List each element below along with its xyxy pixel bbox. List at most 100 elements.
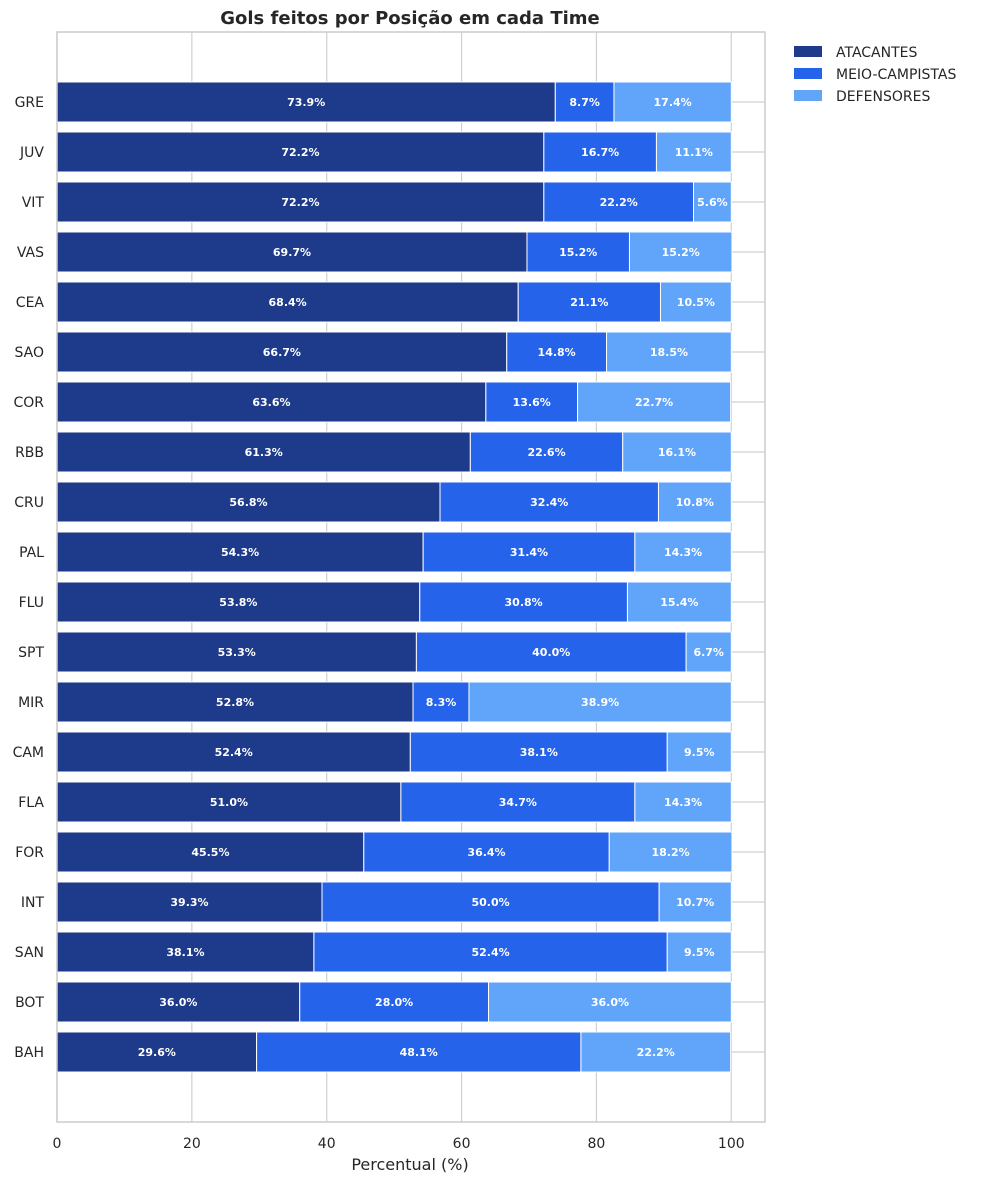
bar-data-label: 45.5%	[191, 846, 229, 859]
bar-data-label: 61.3%	[245, 446, 283, 459]
y-tick-label: VIT	[22, 195, 45, 211]
bar-san-meio-campistas	[313, 931, 668, 973]
bar-data-label: 38.1%	[166, 946, 204, 959]
bar-data-label: 68.4%	[269, 296, 307, 309]
bar-data-label: 38.9%	[581, 696, 619, 709]
bar-vit-meio-campistas	[543, 181, 695, 223]
y-tick-label: GRE	[15, 95, 44, 111]
bar-data-label: 54.3%	[221, 546, 259, 559]
bar-flu-atacantes	[56, 581, 421, 623]
bar-gre-atacantes	[56, 81, 556, 123]
bar-sao-meio-campistas	[506, 331, 608, 373]
bar-data-label: 17.4%	[654, 96, 692, 109]
bar-data-label: 8.3%	[426, 696, 457, 709]
bar-data-label: 51.0%	[210, 796, 248, 809]
bar-data-label: 53.8%	[219, 596, 257, 609]
bar-data-label: 15.2%	[662, 246, 700, 259]
bar-gre-defensores	[613, 81, 732, 123]
x-tick-label: 80	[588, 1136, 606, 1152]
bar-cam-defensores	[666, 731, 732, 773]
y-tick-label: COR	[13, 395, 44, 411]
bar-spt-meio-campistas	[415, 631, 687, 673]
bar-san-defensores	[666, 931, 732, 973]
legend: ATACANTES MEIO-CAMPISTAS DEFENSORES	[794, 45, 956, 105]
bar-data-label: 28.0%	[375, 996, 413, 1009]
bar-data-label: 15.4%	[660, 596, 698, 609]
bar-data-label: 36.0%	[591, 996, 629, 1009]
bar-data-label: 5.6%	[697, 196, 728, 209]
bar-data-label: 29.6%	[138, 1046, 176, 1059]
bar-data-label: 10.5%	[677, 296, 715, 309]
bar-pal-meio-campistas	[422, 531, 636, 573]
bar-pal-defensores	[634, 531, 732, 573]
bar-vit-defensores	[693, 181, 732, 223]
y-tick-label: FOR	[15, 845, 44, 861]
legend-label: DEFENSORES	[836, 89, 930, 105]
bar-data-label: 72.2%	[281, 196, 319, 209]
bar-data-label: 14.8%	[538, 346, 576, 359]
bar-for-meio-campistas	[363, 831, 610, 873]
bar-data-label: 18.2%	[652, 846, 690, 859]
y-tick-label: CEA	[16, 295, 45, 311]
x-tick-label: 100	[718, 1136, 745, 1152]
x-tick-label: 0	[53, 1136, 62, 1152]
bar-bot-atacantes	[56, 981, 301, 1023]
bar-data-label: 40.0%	[532, 646, 570, 659]
legend-swatch-defensores	[794, 90, 822, 101]
bar-cru-defensores	[657, 481, 732, 523]
bar-cor-meio-campistas	[485, 381, 579, 423]
bar-for-defensores	[608, 831, 733, 873]
bar-data-label: 36.0%	[159, 996, 197, 1009]
bar-data-label: 52.4%	[471, 946, 509, 959]
y-tick-label: RBB	[15, 445, 44, 461]
bar-data-label: 11.1%	[675, 146, 713, 159]
bar-data-label: 52.4%	[215, 746, 253, 759]
y-tick-label: FLU	[19, 595, 44, 611]
bar-cor-atacantes	[56, 381, 487, 423]
bar-flu-defensores	[626, 581, 732, 623]
bar-data-label: 38.1%	[520, 746, 558, 759]
bar-juv-meio-campistas	[543, 131, 657, 173]
bar-cor-defensores	[577, 381, 732, 423]
bar-data-label: 22.6%	[527, 446, 565, 459]
bar-data-label: 22.7%	[635, 396, 673, 409]
bar-rbb-defensores	[622, 431, 732, 473]
bar-int-atacantes	[56, 881, 323, 923]
bar-juv-atacantes	[56, 131, 545, 173]
y-tick-label: JUV	[19, 145, 44, 161]
bar-data-label: 32.4%	[530, 496, 568, 509]
bar-data-label: 8.7%	[569, 96, 600, 109]
bar-data-label: 9.5%	[684, 746, 715, 759]
bar-data-label: 21.1%	[570, 296, 608, 309]
bar-vas-meio-campistas	[526, 231, 630, 273]
bar-data-label: 10.7%	[676, 896, 714, 909]
y-tick-label: VAS	[17, 245, 44, 261]
bar-data-label: 6.7%	[693, 646, 724, 659]
legend-swatch-meio-campistas	[794, 68, 822, 79]
bar-data-label: 39.3%	[170, 896, 208, 909]
bar-data-label: 50.0%	[471, 896, 509, 909]
bar-data-label: 31.4%	[510, 546, 548, 559]
bar-data-label: 69.7%	[273, 246, 311, 259]
bar-sao-defensores	[606, 331, 732, 373]
bar-cam-atacantes	[56, 731, 411, 773]
x-tick-label: 60	[453, 1136, 471, 1152]
bar-mir-meio-campistas	[412, 681, 470, 723]
bar-mir-atacantes	[56, 681, 414, 723]
bar-int-meio-campistas	[321, 881, 660, 923]
y-tick-label: SAO	[15, 345, 45, 361]
bar-data-label: 13.6%	[513, 396, 551, 409]
bar-data-label: 34.7%	[499, 796, 537, 809]
bar-bah-defensores	[580, 1031, 732, 1073]
bar-bah-atacantes	[56, 1031, 258, 1073]
bar-data-label: 63.6%	[252, 396, 290, 409]
bar-fla-meio-campistas	[400, 781, 636, 823]
bar-data-label: 30.8%	[505, 596, 543, 609]
x-axis-label: Percentual (%)	[351, 1155, 468, 1174]
bar-spt-defensores	[685, 631, 732, 673]
bar-data-label: 15.2%	[559, 246, 597, 259]
bar-cru-atacantes	[56, 481, 441, 523]
bar-rbb-meio-campistas	[469, 431, 624, 473]
y-tick-label: MIR	[18, 695, 44, 711]
